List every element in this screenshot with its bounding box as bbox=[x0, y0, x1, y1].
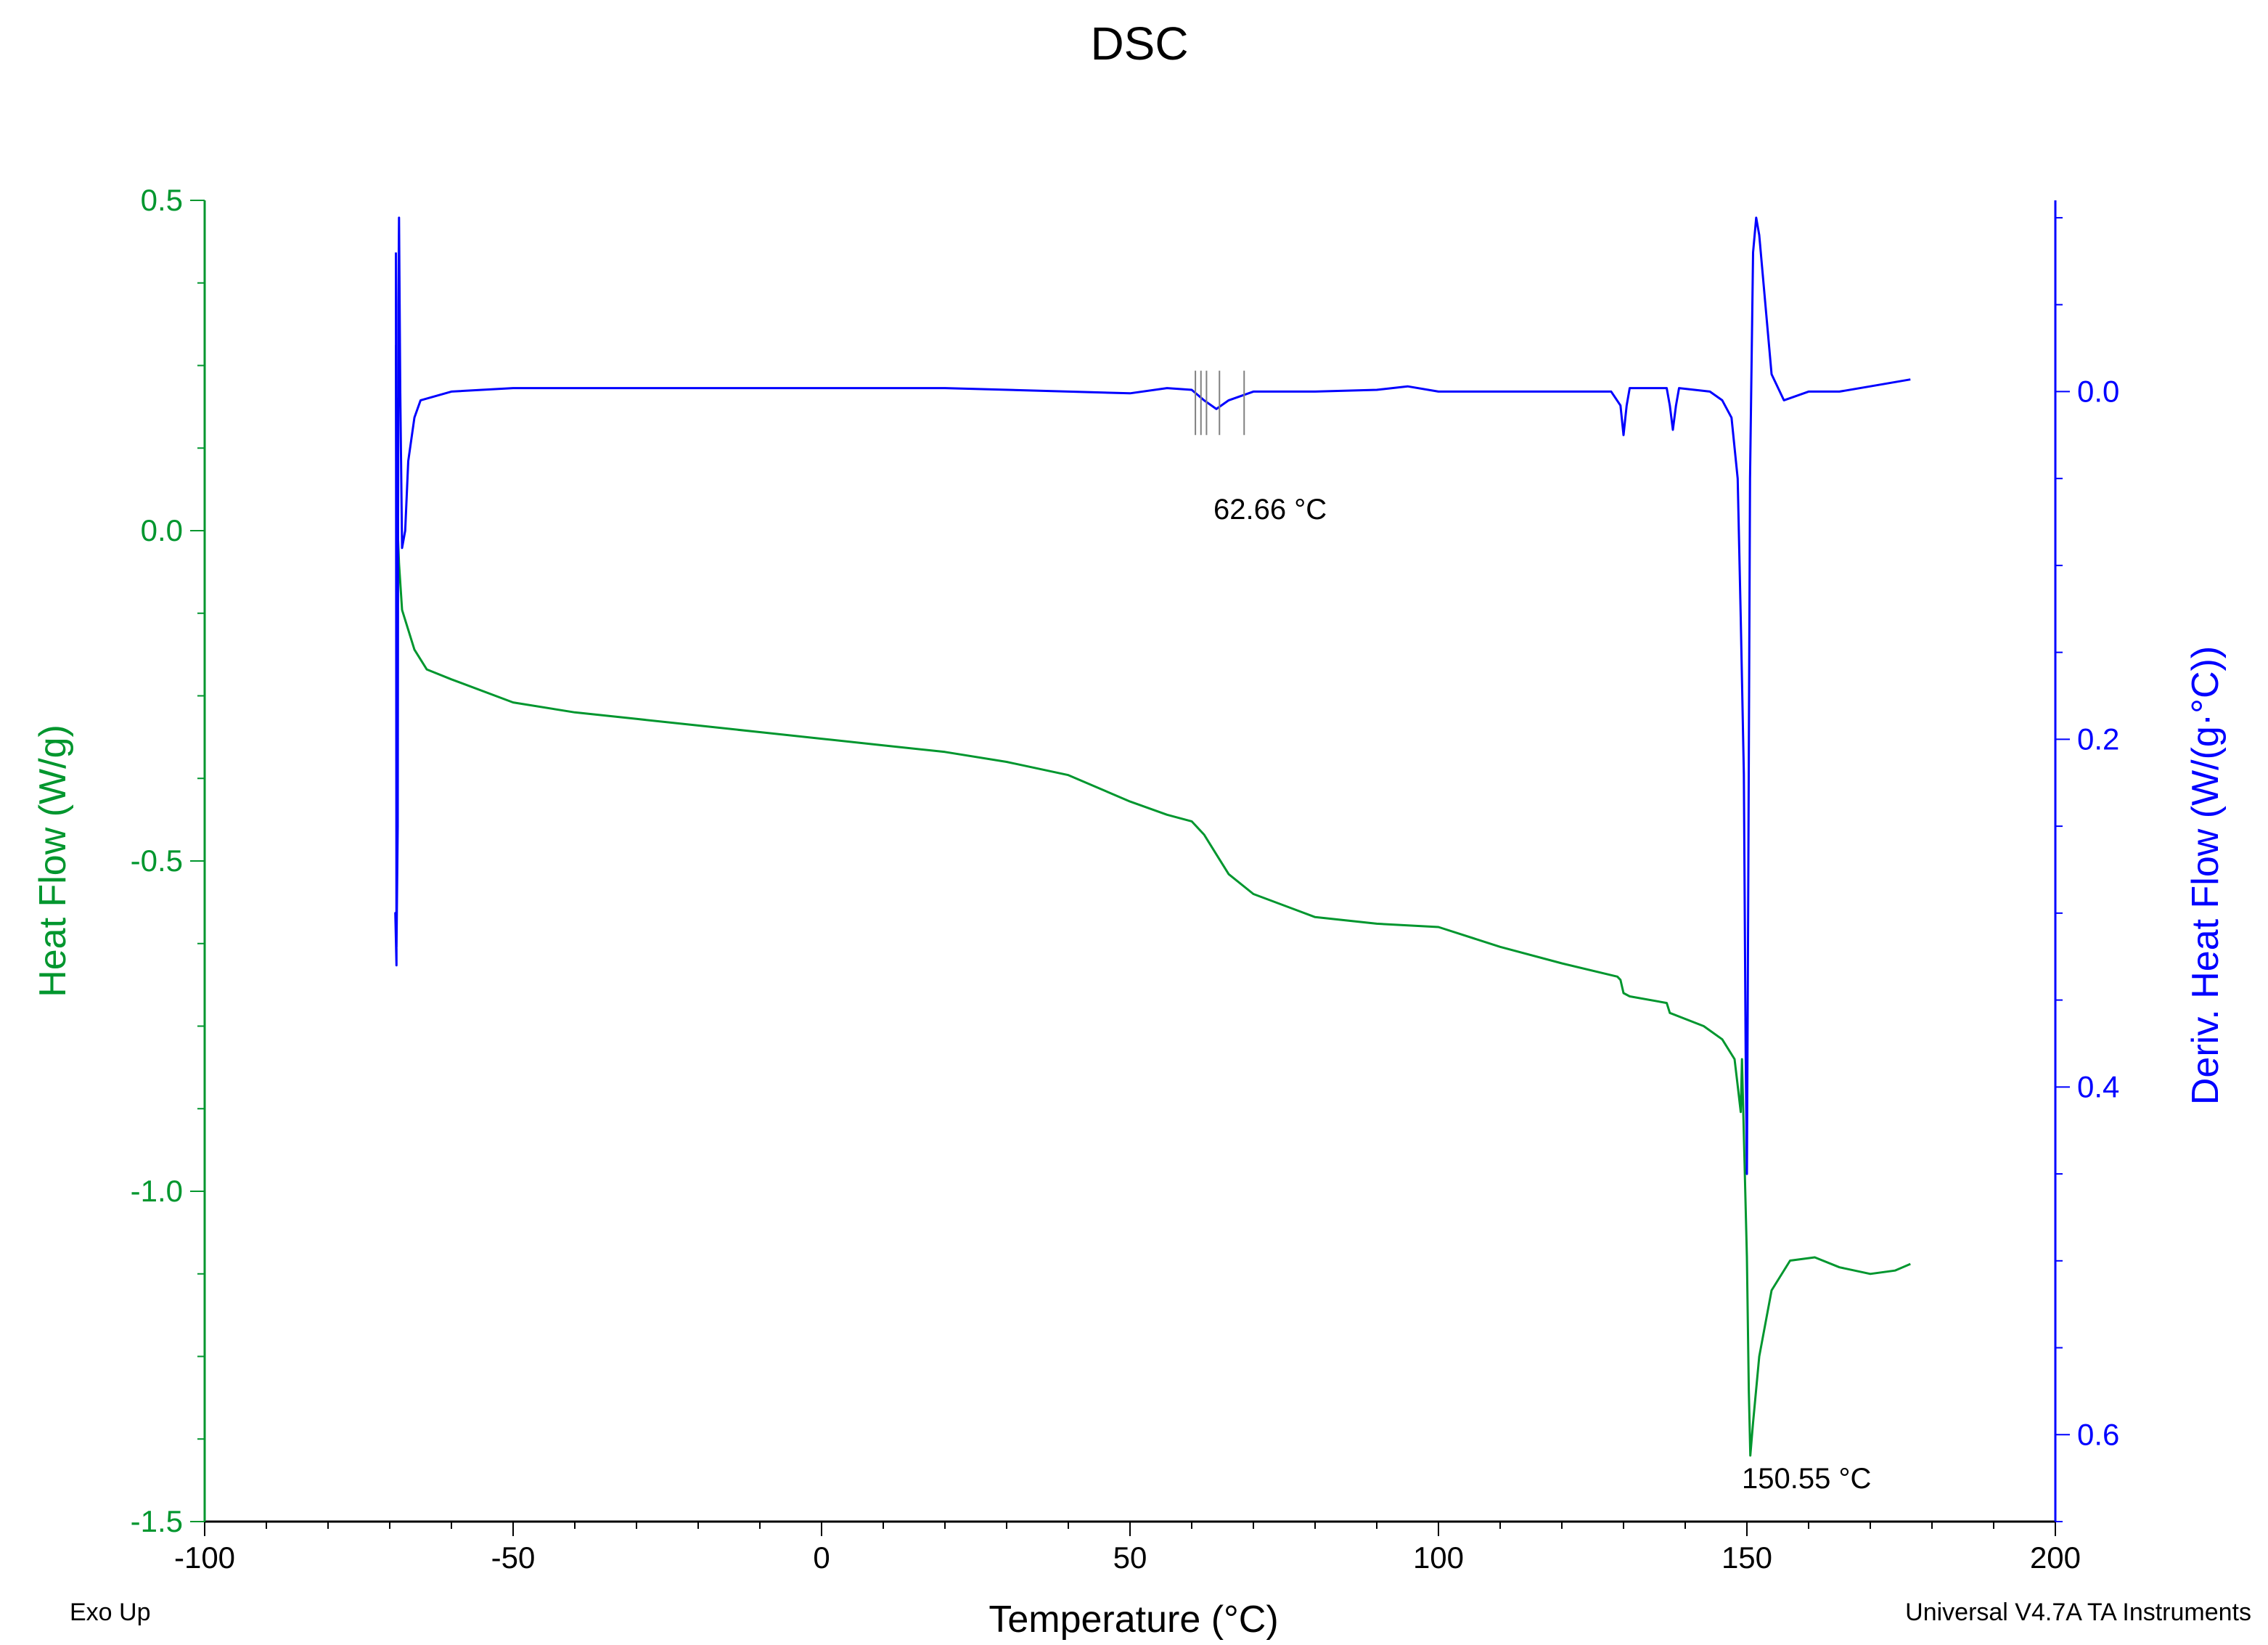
plot-area bbox=[203, 200, 2057, 1523]
x-tick-label: -100 bbox=[174, 1540, 235, 1575]
y-left-tick-label: -1.0 bbox=[131, 1174, 183, 1208]
y-left-tick-label: -0.5 bbox=[131, 844, 183, 878]
y-right-tick-label: 0.2 bbox=[2077, 722, 2119, 756]
y-left-ticks: -1.5 -1.0 -0.5 0.0 0.5 bbox=[131, 183, 205, 1538]
y-right-tick-label: 0.6 bbox=[2077, 1417, 2119, 1451]
x-tick-label: 150 bbox=[1722, 1540, 1772, 1575]
y-axis-right-label: Deriv. Heat Flow (W/(g·°C)) bbox=[2185, 646, 2227, 1105]
exo-up-note: Exo Up bbox=[70, 1599, 151, 1626]
y-left-tick-label: 0.5 bbox=[141, 183, 183, 217]
glass-transition-markers bbox=[1195, 370, 1245, 436]
heat-flow-series-line bbox=[395, 344, 1911, 1457]
x-tick-label: 100 bbox=[1413, 1540, 1464, 1575]
y-left-tick-label: -1.5 bbox=[131, 1504, 183, 1538]
y-axis-left-label: Heat Flow (W/g) bbox=[32, 724, 74, 997]
x-axis-label: Temperature (°C) bbox=[988, 1599, 1278, 1641]
y-right-tick-label: 0.4 bbox=[2077, 1069, 2119, 1103]
chart-title: DSC bbox=[1090, 17, 1188, 70]
software-note: Universal V4.7A TA Instruments bbox=[1905, 1599, 2251, 1626]
deriv-heat-flow-series-line bbox=[394, 216, 1911, 1175]
annotation-melting-peak: 150.55 °C bbox=[1742, 1463, 1871, 1495]
y-right-ticks: 0.0 0.2 0.4 0.6 bbox=[2055, 216, 2119, 1522]
x-tick-label: -50 bbox=[491, 1540, 536, 1575]
annotation-glass-transition: 62.66 °C bbox=[1213, 494, 1327, 526]
x-tick-label: 200 bbox=[2030, 1540, 2081, 1575]
x-tick-label: 0 bbox=[813, 1540, 830, 1575]
y-left-tick-label: 0.0 bbox=[141, 513, 183, 547]
x-ticks: -100 -50 0 50 100 150 200 bbox=[174, 1522, 2081, 1575]
series-layer bbox=[394, 216, 1911, 1457]
y-right-tick-label: 0.0 bbox=[2077, 374, 2119, 408]
x-tick-label: 50 bbox=[1113, 1540, 1147, 1575]
